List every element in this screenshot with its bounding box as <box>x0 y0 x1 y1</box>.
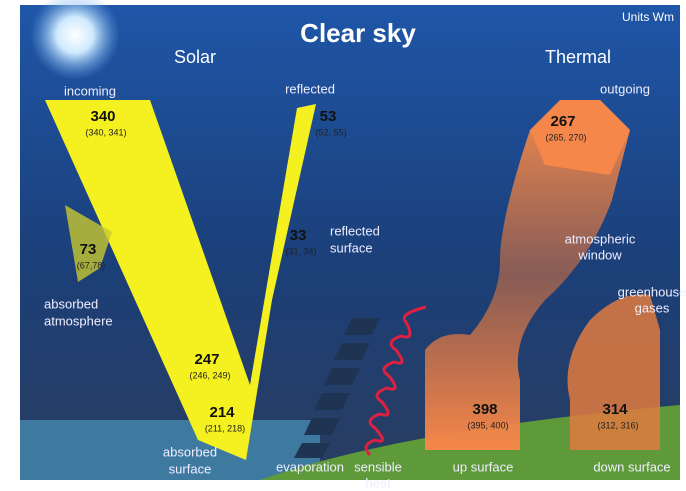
flow-value: 214 <box>209 404 235 421</box>
solar-flows <box>45 100 316 460</box>
flow-label: reflected <box>330 223 380 238</box>
flow-value: 340 <box>90 108 115 125</box>
label: heat <box>365 475 391 490</box>
label: atmospheric <box>565 231 636 246</box>
sensible-heat-icon <box>364 305 427 457</box>
flow-range: (211, 218) <box>205 423 245 433</box>
flow-value: 247 <box>194 351 219 368</box>
flow-label: incoming <box>64 83 116 98</box>
flow-range: (312, 316) <box>597 420 638 430</box>
flow-range: (265, 270) <box>545 132 586 142</box>
flow-value: 73 <box>80 241 97 258</box>
flow-value: 314 <box>602 401 628 418</box>
evaporation-icon <box>294 318 380 458</box>
flow-label: reflected <box>285 81 335 96</box>
flow-label: absorbed <box>44 296 98 311</box>
label: window <box>577 247 622 262</box>
units: Units Wm <box>622 10 674 24</box>
flow-range: (52, 55) <box>315 127 346 137</box>
labels: 340 (340, 341) incoming 53 (52, 55) reflected… <box>44 81 686 490</box>
title: Clear sky <box>300 18 416 48</box>
flow-label: atmosphere <box>44 313 113 328</box>
label: greenhouse <box>618 284 686 299</box>
thermal-heading: Thermal <box>545 47 611 67</box>
label: sensible <box>354 459 402 474</box>
flow-label: outgoing <box>600 81 650 96</box>
flow-value: 33 <box>290 227 307 244</box>
flow-label: surface <box>169 461 212 476</box>
flow-value: 267 <box>550 113 575 130</box>
flow-range: (67,78) <box>77 260 106 270</box>
flow-label: absorbed <box>163 444 217 459</box>
flow-label: up surface <box>453 459 514 474</box>
flow-value: 398 <box>472 401 497 418</box>
flow-range: (340, 341) <box>85 127 126 137</box>
solar-heading: Solar <box>174 47 216 67</box>
flow-label: down surface <box>593 459 670 474</box>
label: evaporation <box>276 459 344 474</box>
flow-range: (395, 400) <box>467 420 508 430</box>
thermal-flows <box>425 100 660 450</box>
label: gases <box>635 300 670 315</box>
flow-label: surface <box>330 240 373 255</box>
flow-range: (246, 249) <box>189 370 230 380</box>
flow-range: (31, 34) <box>285 246 316 256</box>
flow-value: 53 <box>320 108 337 125</box>
